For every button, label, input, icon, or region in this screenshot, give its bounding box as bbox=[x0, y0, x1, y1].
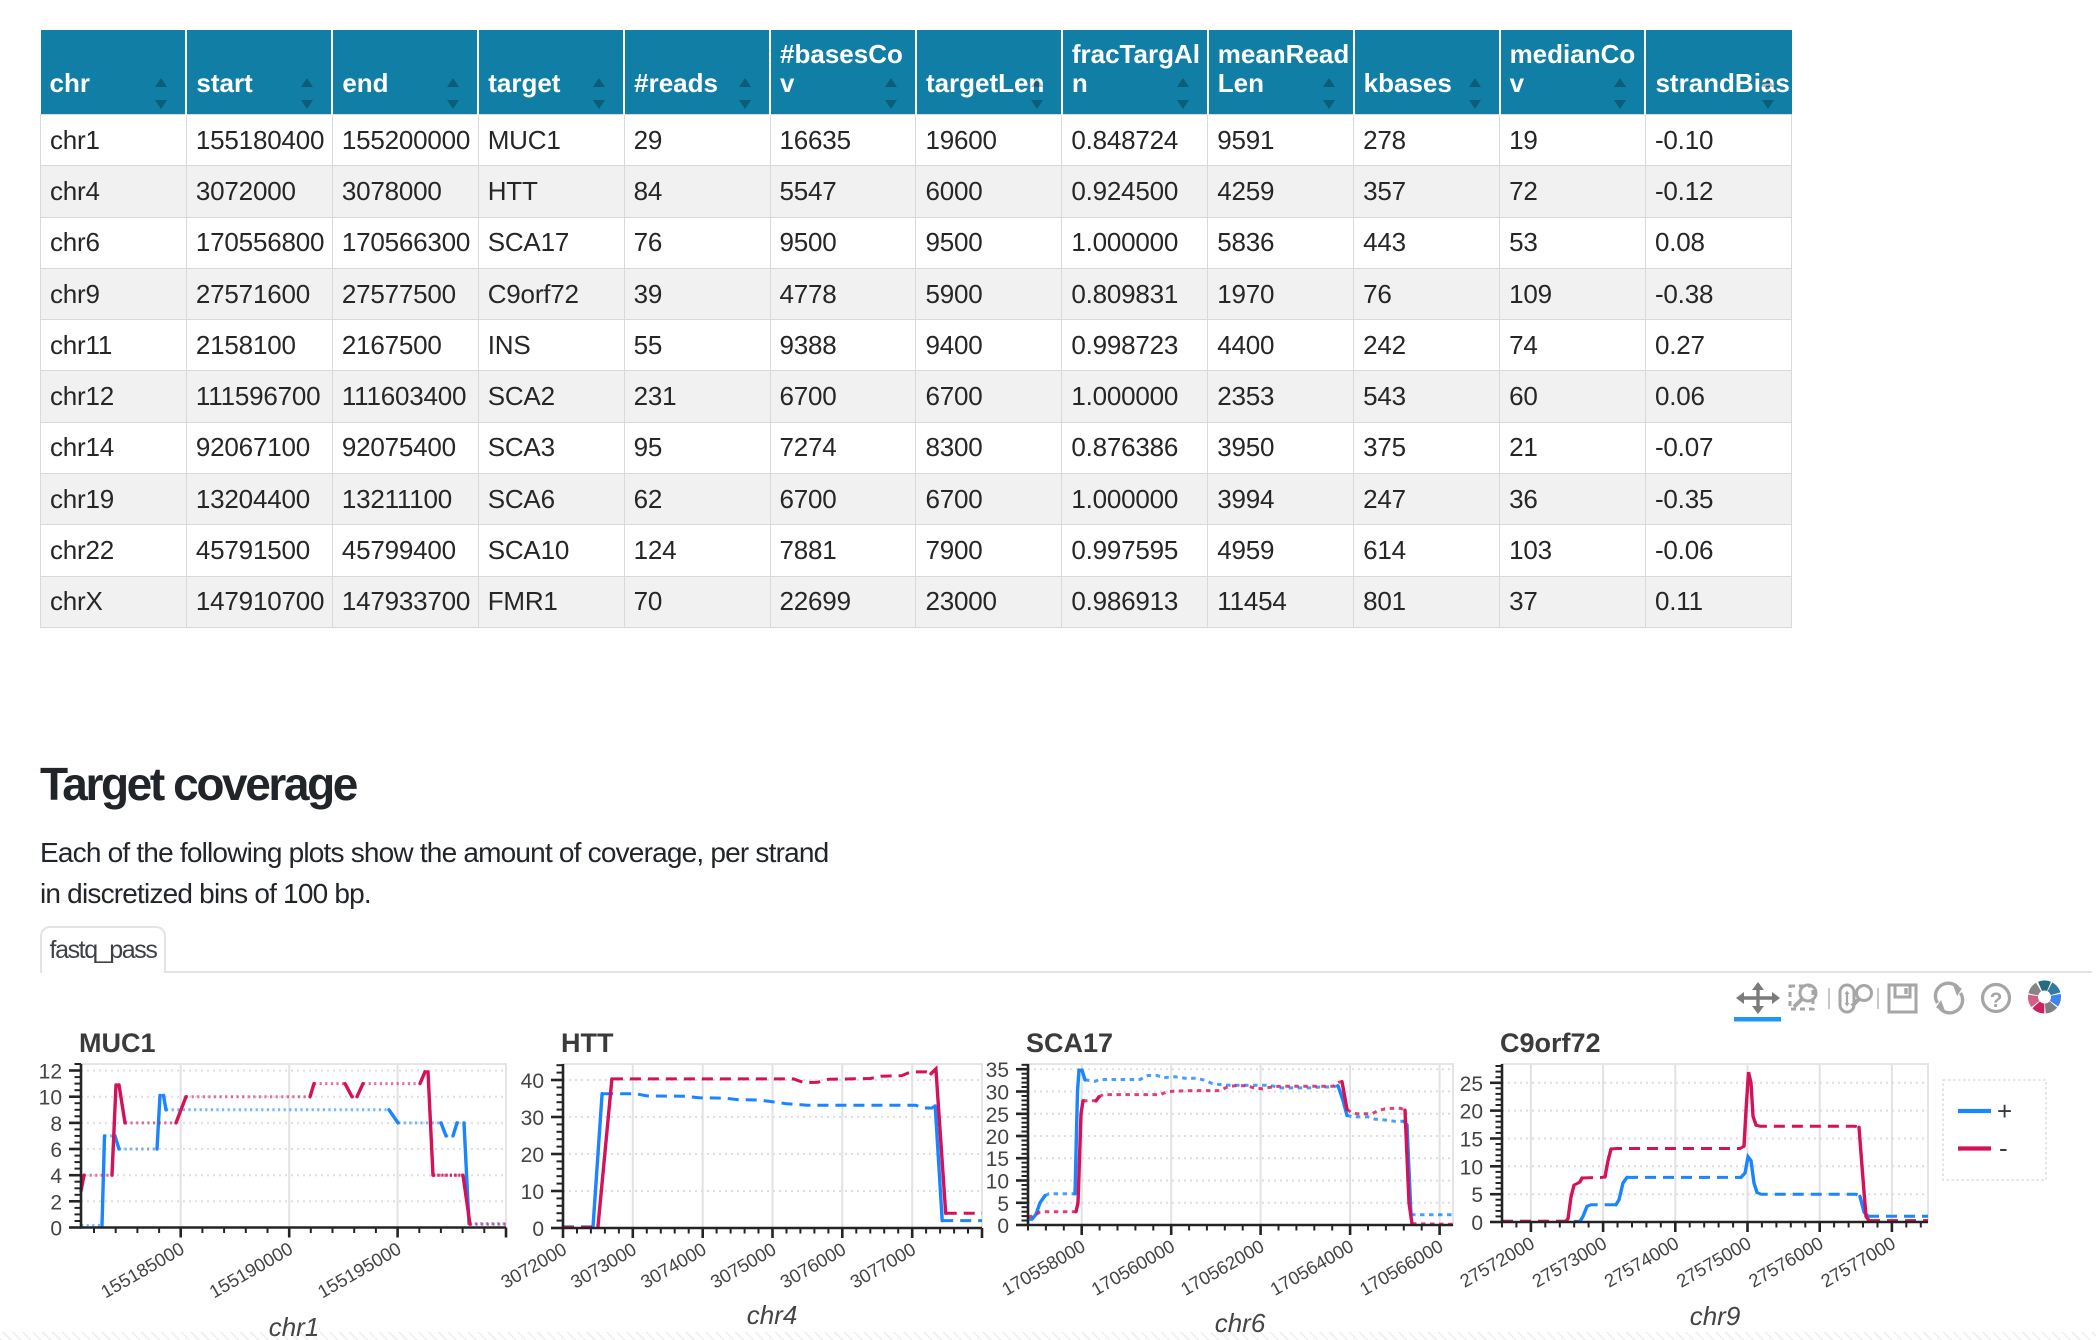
svg-text:27575000: 27575000 bbox=[1673, 1232, 1755, 1291]
svg-text:15: 15 bbox=[986, 1148, 1009, 1171]
svg-text:27574000: 27574000 bbox=[1601, 1232, 1683, 1291]
svg-text:155195000: 155195000 bbox=[314, 1238, 405, 1302]
svg-text:155185000: 155185000 bbox=[97, 1238, 188, 1302]
svg-text:0: 0 bbox=[997, 1215, 1009, 1238]
svg-text:0: 0 bbox=[1471, 1212, 1483, 1235]
svg-text:10: 10 bbox=[521, 1181, 544, 1204]
svg-text:MUC1: MUC1 bbox=[79, 1028, 156, 1058]
svg-text:25: 25 bbox=[1460, 1073, 1483, 1096]
svg-text:?: ? bbox=[1990, 989, 2003, 1012]
svg-text:170558000: 170558000 bbox=[998, 1235, 1089, 1299]
svg-text:170564000: 170564000 bbox=[1266, 1235, 1357, 1299]
svg-text:170560000: 170560000 bbox=[1087, 1235, 1178, 1299]
svg-text:+: + bbox=[1997, 1096, 2012, 1126]
svg-text:40: 40 bbox=[521, 1070, 544, 1093]
svg-text:27576000: 27576000 bbox=[1745, 1232, 1827, 1291]
svg-text:10: 10 bbox=[39, 1087, 62, 1110]
svg-text:10: 10 bbox=[986, 1171, 1009, 1194]
svg-text:27572000: 27572000 bbox=[1456, 1232, 1538, 1291]
svg-text:0: 0 bbox=[532, 1218, 544, 1241]
svg-text:170562000: 170562000 bbox=[1177, 1235, 1268, 1299]
svg-text:3075000: 3075000 bbox=[707, 1238, 780, 1292]
svg-text:170566000: 170566000 bbox=[1356, 1235, 1447, 1299]
svg-text:27573000: 27573000 bbox=[1528, 1232, 1610, 1291]
svg-text:chr1: chr1 bbox=[269, 1312, 320, 1340]
svg-text:6: 6 bbox=[50, 1139, 62, 1162]
svg-text:2: 2 bbox=[50, 1191, 62, 1214]
svg-text:HTT: HTT bbox=[561, 1028, 614, 1058]
svg-text:15: 15 bbox=[1460, 1129, 1483, 1152]
svg-text:chr9: chr9 bbox=[1690, 1301, 1741, 1331]
svg-text:20: 20 bbox=[986, 1126, 1009, 1149]
svg-text:0: 0 bbox=[50, 1218, 62, 1241]
svg-text:5: 5 bbox=[1471, 1184, 1483, 1207]
svg-text:SCA17: SCA17 bbox=[1026, 1028, 1113, 1058]
svg-text:3076000: 3076000 bbox=[776, 1238, 849, 1292]
svg-text:35: 35 bbox=[986, 1059, 1009, 1082]
svg-text:20: 20 bbox=[521, 1144, 544, 1167]
svg-text:chr4: chr4 bbox=[747, 1300, 798, 1330]
svg-text:25: 25 bbox=[986, 1104, 1009, 1127]
svg-text:30: 30 bbox=[521, 1107, 544, 1130]
svg-text:155190000: 155190000 bbox=[205, 1238, 296, 1302]
svg-text:chr6: chr6 bbox=[1215, 1308, 1266, 1338]
svg-text:3074000: 3074000 bbox=[637, 1238, 710, 1292]
svg-text:5: 5 bbox=[997, 1193, 1009, 1216]
svg-text:3073000: 3073000 bbox=[567, 1238, 640, 1292]
svg-text:12: 12 bbox=[39, 1061, 62, 1084]
svg-text:8: 8 bbox=[50, 1113, 62, 1136]
svg-text:27577000: 27577000 bbox=[1817, 1232, 1899, 1291]
svg-text:C9orf72: C9orf72 bbox=[1500, 1028, 1601, 1058]
svg-text:-: - bbox=[1999, 1133, 2008, 1163]
svg-text:4: 4 bbox=[50, 1165, 62, 1188]
svg-text:10: 10 bbox=[1460, 1156, 1483, 1179]
svg-text:3072000: 3072000 bbox=[497, 1238, 570, 1292]
svg-text:30: 30 bbox=[986, 1082, 1009, 1105]
svg-text:20: 20 bbox=[1460, 1101, 1483, 1124]
svg-text:3077000: 3077000 bbox=[846, 1238, 919, 1292]
